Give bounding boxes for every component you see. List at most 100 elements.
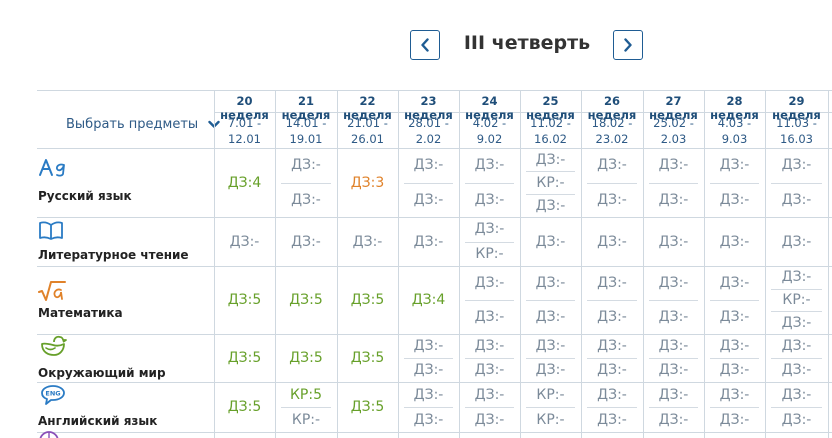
grade-cell[interactable]: ДЗ:- <box>719 233 750 250</box>
grade-cell[interactable]: ДЗ:- <box>781 233 812 250</box>
select-subjects-dropdown[interactable]: Выбрать предметы <box>66 117 220 132</box>
grade-cell[interactable]: КР:5 <box>289 386 322 403</box>
grade-cell[interactable]: ДЗ:- <box>413 191 444 208</box>
grade-cell[interactable]: ДЗ:- <box>413 386 444 403</box>
grade-cell[interactable]: ДЗ:5 <box>289 350 323 366</box>
grade-cell[interactable]: ДЗ:- <box>719 309 750 325</box>
grade-cell[interactable]: ДЗ:- <box>719 411 750 428</box>
grade-cell[interactable]: ДЗ:- <box>719 386 750 403</box>
grade-cell[interactable]: ДЗ:- <box>474 191 505 208</box>
grade-cell[interactable]: ДЗ:- <box>413 233 444 250</box>
grade-cell[interactable]: ДЗ:- <box>535 233 566 250</box>
book-icon <box>38 221 64 245</box>
grade-cell[interactable]: ДЗ:- <box>535 197 566 214</box>
grade-cell[interactable]: ДЗ:- <box>597 386 627 403</box>
grade-cell[interactable]: ДЗ:- <box>597 338 627 354</box>
week-date-range-end: 16.03 <box>780 132 813 146</box>
grade-cell[interactable]: ДЗ:- <box>413 157 444 174</box>
grade-cell[interactable]: ДЗ:- <box>291 157 321 174</box>
grade-cell[interactable]: ДЗ:- <box>597 411 627 428</box>
grade-cell[interactable]: ДЗ:- <box>352 233 383 250</box>
grade-cell[interactable]: ДЗ:5 <box>350 292 385 308</box>
grade-cell[interactable]: КР:- <box>475 245 504 262</box>
grade-cell[interactable]: ДЗ:4 <box>227 174 262 191</box>
grade-cell[interactable]: ДЗ:- <box>535 362 566 378</box>
grade-cell[interactable]: ДЗ:- <box>658 191 689 208</box>
grid-line <box>37 334 832 335</box>
grade-cell[interactable]: ДЗ:- <box>291 233 321 250</box>
grade-cell[interactable]: ДЗ:5 <box>227 292 262 308</box>
grade-cell[interactable]: ДЗ:- <box>781 157 812 174</box>
week-date-range-start: 4.02 - <box>472 116 507 130</box>
grade-cell[interactable]: ДЗ:- <box>781 314 812 331</box>
grade-cell[interactable]: ДЗ:- <box>474 275 505 291</box>
grade-cell[interactable]: ДЗ:- <box>719 362 750 378</box>
subject-name: Математика <box>38 306 123 320</box>
grade-cell[interactable]: ДЗ:5 <box>350 350 385 366</box>
grade-cell[interactable]: ДЗ:- <box>597 233 627 250</box>
grade-cell[interactable]: ДЗ:- <box>597 157 627 174</box>
grade-cell[interactable]: ДЗ:5 <box>227 350 262 366</box>
grade-cell[interactable]: ДЗ:- <box>474 386 505 403</box>
grade-cell[interactable]: ДЗ:- <box>597 275 627 291</box>
grade-cell[interactable]: ДЗ:- <box>597 191 627 208</box>
grade-cell[interactable]: ДЗ:- <box>597 362 627 378</box>
grade-cell[interactable]: КР:- <box>291 411 321 428</box>
grade-cell[interactable]: ДЗ:- <box>781 411 812 428</box>
next-quarter-button[interactable] <box>613 30 643 60</box>
grade-cell[interactable]: ДЗ:- <box>535 151 566 168</box>
grade-cell[interactable]: КР:- <box>536 174 565 191</box>
grade-cell[interactable]: ДЗ:- <box>658 157 689 174</box>
grade-cell[interactable]: ДЗ:3 <box>350 174 385 191</box>
grade-cell[interactable]: ДЗ:- <box>658 386 689 403</box>
grid-line <box>37 90 832 91</box>
grade-cell[interactable]: КР:- <box>536 386 565 403</box>
grade-cell[interactable]: ДЗ:- <box>535 275 566 291</box>
grade-cell[interactable]: ДЗ:- <box>474 309 505 325</box>
grade-cell[interactable]: ДЗ:4 <box>411 292 446 308</box>
grade-cell[interactable]: ДЗ:- <box>413 411 444 428</box>
grade-cell[interactable]: ДЗ:- <box>413 338 444 354</box>
grade-cell[interactable]: ДЗ:- <box>658 275 689 291</box>
grade-cell[interactable]: ДЗ:- <box>474 411 505 428</box>
grade-cell[interactable]: ДЗ:- <box>719 157 750 174</box>
grade-cell[interactable]: ДЗ:- <box>719 191 750 208</box>
chevron-left-icon <box>421 38 429 52</box>
grade-cell[interactable]: ДЗ:5 <box>227 399 262 415</box>
grade-cell[interactable]: ДЗ:- <box>474 157 505 174</box>
grade-cell[interactable]: ДЗ:- <box>535 338 566 354</box>
grade-cell[interactable]: ДЗ:- <box>658 233 689 250</box>
grade-cell[interactable]: ДЗ:- <box>781 362 812 378</box>
cell-divider <box>649 300 698 301</box>
grade-cell[interactable]: ДЗ:- <box>719 338 750 354</box>
ball-icon <box>38 430 60 438</box>
week-date-range-start: 7.01 - <box>227 116 262 130</box>
grade-cell[interactable]: ДЗ:- <box>474 362 505 378</box>
grade-cell[interactable]: ДЗ:- <box>781 338 812 354</box>
grade-cell[interactable]: ДЗ:5 <box>289 292 323 308</box>
grade-cell[interactable]: ДЗ:- <box>474 338 505 354</box>
grid-line <box>37 148 832 149</box>
grade-cell[interactable]: ДЗ:- <box>781 386 812 403</box>
grade-cell[interactable]: ДЗ:- <box>229 233 260 250</box>
grade-cell[interactable]: ДЗ:- <box>658 411 689 428</box>
grade-cell[interactable]: ДЗ:- <box>719 275 750 291</box>
week-header: 26 неделя <box>587 94 637 122</box>
grade-cell[interactable]: КР:- <box>536 411 565 428</box>
russian-language-icon <box>38 157 68 183</box>
grade-cell[interactable]: ДЗ:5 <box>350 399 385 415</box>
grade-cell[interactable]: ДЗ:- <box>535 309 566 325</box>
grade-cell[interactable]: ДЗ:- <box>658 309 689 325</box>
grade-cell[interactable]: ДЗ:- <box>291 191 321 208</box>
previous-quarter-button[interactable] <box>410 30 440 60</box>
grade-cell[interactable]: ДЗ:- <box>658 338 689 354</box>
grade-cell[interactable]: ДЗ:- <box>781 269 812 286</box>
grade-cell[interactable]: КР:- <box>782 292 811 308</box>
grade-cell[interactable]: ДЗ:- <box>474 221 505 238</box>
grade-cell[interactable]: ДЗ:- <box>781 191 812 208</box>
cell-divider <box>710 407 759 408</box>
grade-cell[interactable]: ДЗ:- <box>597 309 627 325</box>
grade-cell[interactable]: ДЗ:- <box>658 362 689 378</box>
grade-cell[interactable]: ДЗ:- <box>413 362 444 378</box>
cell-divider <box>710 182 759 184</box>
